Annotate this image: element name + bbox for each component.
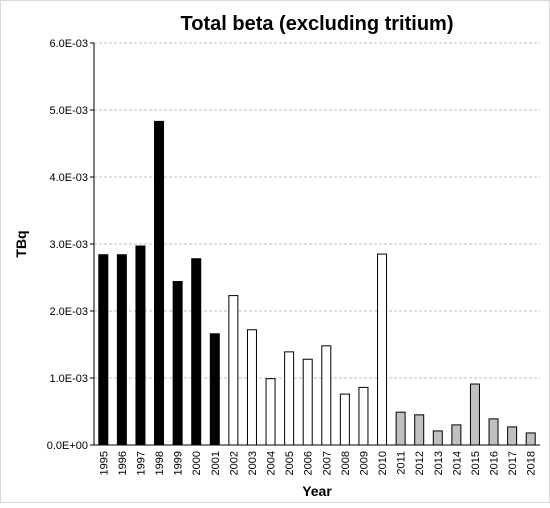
x-tick-label: 1998	[154, 451, 166, 475]
x-tick-label: 2002	[228, 451, 240, 475]
y-tick-label: 3.0E-03	[49, 239, 88, 251]
bar	[154, 120, 165, 446]
bar	[395, 411, 406, 446]
y-axis-label: TBq	[13, 230, 29, 257]
bar	[246, 329, 257, 446]
bar	[469, 383, 480, 446]
bar	[284, 351, 295, 446]
y-tick-label: 5.0E-03	[49, 105, 88, 117]
x-tick-label: 1995	[98, 451, 110, 475]
bar	[507, 426, 518, 446]
chart-title: Total beta (excluding tritium)	[181, 13, 454, 35]
x-tick-label: 2010	[377, 451, 389, 475]
x-tick-label: 2004	[266, 451, 278, 475]
x-tick-label: 2016	[489, 451, 501, 475]
y-tick-label: 6.0E-03	[49, 38, 88, 50]
bar	[488, 418, 499, 446]
bar	[414, 414, 425, 446]
x-tick-label: 1997	[135, 451, 147, 475]
bar	[451, 424, 462, 446]
bar	[321, 345, 332, 446]
x-tick-label: 2001	[210, 451, 222, 475]
x-tick-label: 2009	[358, 451, 370, 475]
x-tick-label: 2008	[340, 451, 352, 475]
bar	[302, 358, 313, 446]
bar	[228, 295, 239, 446]
x-tick-label: 2011	[396, 451, 408, 475]
bar	[377, 253, 388, 446]
bar	[525, 432, 536, 446]
x-tick-label: 2014	[451, 451, 463, 475]
y-tick-label: 2.0E-03	[49, 306, 88, 318]
bar	[172, 281, 183, 446]
x-tick-label: 2006	[303, 451, 315, 475]
x-axis-label: Year	[302, 483, 332, 499]
bar	[191, 258, 202, 446]
bar	[135, 245, 146, 446]
x-tick-label: 1996	[117, 451, 129, 475]
y-tick-label: 1.0E-03	[49, 373, 88, 385]
y-tick-label: 0.0E+00	[47, 440, 88, 452]
bar	[432, 430, 443, 446]
x-tick-label: 1999	[173, 451, 185, 475]
x-tick-label: 2015	[470, 451, 482, 475]
bar	[98, 254, 109, 446]
bar	[339, 393, 350, 446]
y-tick-label: 4.0E-03	[49, 172, 88, 184]
bar	[116, 254, 127, 446]
x-tick-label: 2018	[526, 451, 538, 475]
x-tick-label: 2013	[433, 451, 445, 475]
bar	[265, 378, 276, 446]
x-tick-label: 2005	[284, 451, 296, 475]
x-tick-label: 2000	[191, 451, 203, 475]
x-tick-label: 2012	[414, 451, 426, 475]
x-tick-label: 2007	[321, 451, 333, 475]
bar	[209, 333, 220, 446]
bar	[358, 386, 369, 446]
x-tick-label: 2017	[507, 451, 519, 475]
x-tick-label: 2003	[247, 451, 259, 475]
